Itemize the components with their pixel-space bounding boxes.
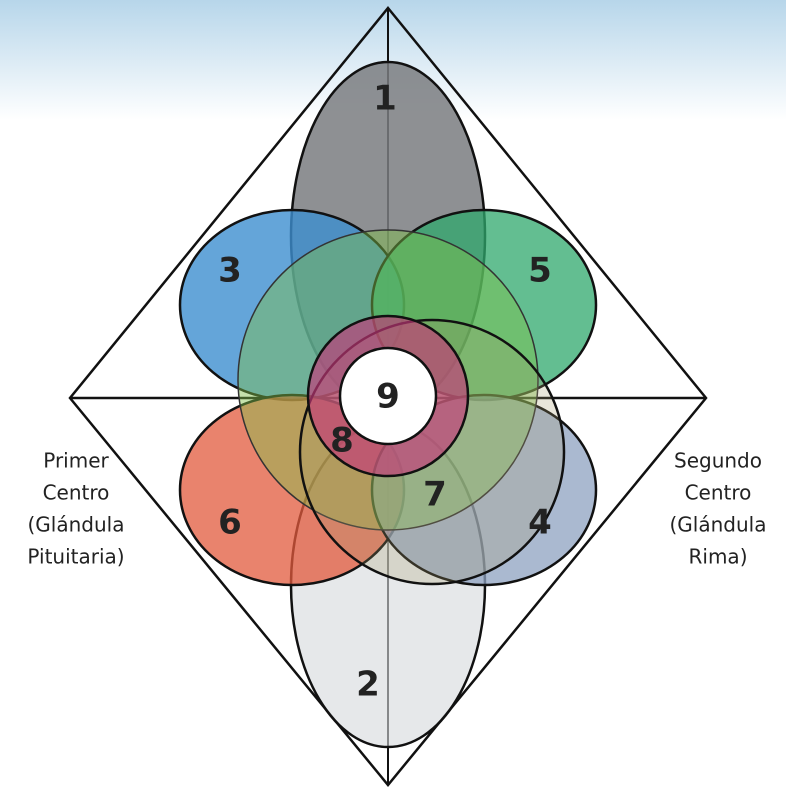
caption-line: Centro xyxy=(43,481,110,505)
caption-line: Centro xyxy=(685,481,752,505)
label: 6 xyxy=(218,503,242,543)
page: 1 2 3 4 5 6 7 8 9 Primer Centro (Glándul… xyxy=(0,0,786,792)
diagram: 1 2 3 4 5 6 7 8 9 Primer Centro (Glándul… xyxy=(0,0,786,792)
caption-line: Pituitaria) xyxy=(27,545,124,569)
caption-line: Primer xyxy=(43,449,109,473)
caption-line: Rima) xyxy=(689,545,748,569)
label: 2 xyxy=(356,665,380,705)
label: 7 xyxy=(423,475,447,515)
label: 9 xyxy=(376,377,400,417)
label: 3 xyxy=(218,251,242,291)
caption-line: Segundo xyxy=(674,449,762,473)
label: 1 xyxy=(373,79,397,119)
label: 4 xyxy=(528,503,552,543)
caption-line: (Glándula xyxy=(28,513,125,537)
caption-line: (Glándula xyxy=(670,513,767,537)
label: 5 xyxy=(528,251,552,291)
label: 8 xyxy=(330,421,354,461)
